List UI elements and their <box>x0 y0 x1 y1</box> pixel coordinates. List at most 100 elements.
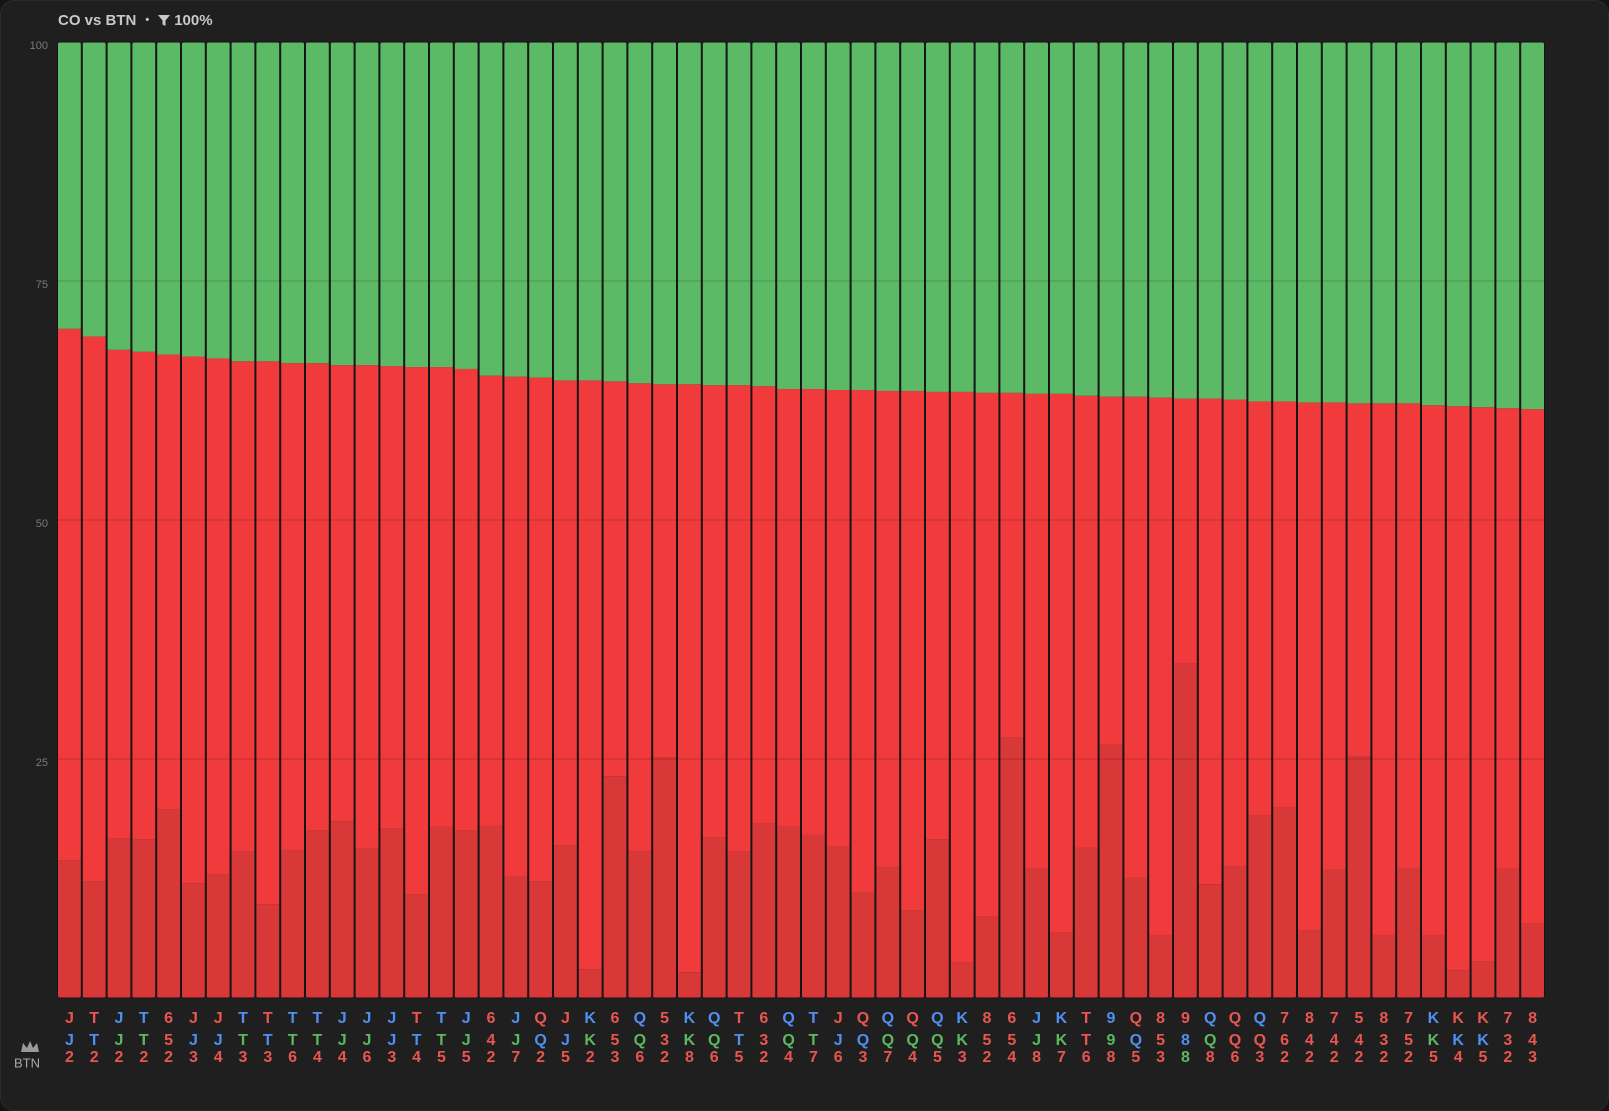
bar-segment <box>256 42 280 362</box>
bar-segment <box>603 381 627 777</box>
card-label: 9 <box>1107 1032 1116 1049</box>
bar-segment <box>181 883 206 998</box>
column-outline <box>230 41 256 999</box>
crown-icon <box>21 1041 39 1052</box>
bar-segment <box>454 830 478 998</box>
bar-segment <box>975 42 999 393</box>
bar-segment <box>925 839 950 998</box>
card-label: 6 <box>1280 1032 1289 1049</box>
card-label: K <box>684 1032 696 1049</box>
card-label: 3 <box>660 1032 669 1049</box>
bar-segment <box>876 867 900 998</box>
column-outline <box>453 41 479 999</box>
bar-segment <box>305 363 330 831</box>
card-label: 5 <box>1404 1032 1413 1049</box>
card-label: 2 <box>1503 1049 1512 1066</box>
title: CO vs BTN <box>58 11 137 29</box>
card-label: Q <box>931 1010 943 1027</box>
card-label: 5 <box>611 1032 620 1049</box>
column-outline <box>379 41 405 999</box>
bar-segment <box>851 42 875 390</box>
bar-segment <box>504 376 528 877</box>
card-label: 7 <box>1057 1049 1066 1066</box>
card-label: 2 <box>1379 1049 1388 1066</box>
card-label: Q <box>708 1032 720 1049</box>
bar-segment <box>1024 393 1049 868</box>
card-label: 7 <box>1280 1010 1289 1027</box>
bar-segment <box>975 392 999 917</box>
bar-segment <box>1124 877 1148 998</box>
card-label: J <box>511 1010 520 1027</box>
column-outline <box>553 41 578 999</box>
column-outline <box>1049 41 1074 999</box>
bar-segment <box>603 776 627 998</box>
bar-segment <box>1000 42 1024 393</box>
card-label: T <box>139 1032 149 1049</box>
card-label: T <box>1081 1010 1091 1027</box>
bar-segment <box>900 910 925 998</box>
bar-segment <box>380 42 404 367</box>
bar-segment <box>1223 42 1247 400</box>
card-label: 4 <box>1355 1032 1364 1049</box>
bar-segment <box>628 851 652 998</box>
card-label: 6 <box>363 1049 372 1066</box>
bar-segment <box>479 375 503 826</box>
bar-segment <box>1223 399 1247 867</box>
card-label: K <box>584 1010 596 1027</box>
bar-segment <box>1322 42 1346 403</box>
card-label: 8 <box>1528 1010 1537 1027</box>
card-label: 5 <box>1007 1032 1016 1049</box>
column-outline <box>280 41 306 999</box>
card-label: 2 <box>660 1049 669 1066</box>
column-outline <box>81 41 107 999</box>
card-label: 8 <box>983 1010 992 1027</box>
bar-segment <box>578 380 602 970</box>
bar-segment <box>1099 42 1123 397</box>
card-label: J <box>511 1032 520 1049</box>
column-outline <box>528 41 554 999</box>
card-label: T <box>412 1010 422 1027</box>
bar-segment <box>851 892 875 998</box>
card-label: Q <box>782 1032 794 1049</box>
column-outline <box>627 41 653 999</box>
card-label: Q <box>857 1032 869 1049</box>
bar-segment <box>1248 401 1272 816</box>
filter[interactable]: 100% <box>158 11 213 29</box>
card-label: 2 <box>115 1049 124 1066</box>
card-label: 2 <box>983 1049 992 1066</box>
bar-segment <box>1272 807 1297 998</box>
card-label: 2 <box>487 1049 496 1066</box>
card-label: 5 <box>437 1049 446 1066</box>
bar-segment <box>1446 970 1470 998</box>
card-label: T <box>89 1010 99 1027</box>
card-label: 4 <box>908 1049 917 1066</box>
card-label: J <box>65 1010 74 1027</box>
card-label: 4 <box>313 1049 322 1066</box>
bar-segment <box>1471 961 1495 998</box>
card-label: T <box>437 1010 447 1027</box>
card-label: 5 <box>164 1032 173 1049</box>
column-outline <box>1297 41 1322 999</box>
card-label: 6 <box>1007 1010 1016 1027</box>
bar-segment <box>82 881 106 998</box>
card-label: Q <box>906 1010 918 1027</box>
bar-segment <box>553 845 578 998</box>
bar-segment <box>454 42 478 369</box>
bar-segment <box>528 42 553 378</box>
card-label: 3 <box>759 1032 768 1049</box>
card-label: 4 <box>1007 1049 1016 1066</box>
card-label: 4 <box>214 1049 223 1066</box>
bar-segment <box>752 386 776 824</box>
bar-segment <box>256 361 280 905</box>
bar-segment <box>1173 42 1198 399</box>
bar-segment <box>603 42 627 382</box>
column-outline <box>776 41 802 999</box>
card-label: 2 <box>90 1049 99 1066</box>
filter-value: 100% <box>174 11 213 29</box>
column-outline <box>503 41 529 999</box>
bar-segment <box>1520 923 1545 998</box>
card-label: K <box>1056 1010 1068 1027</box>
bar-segment <box>1198 42 1222 399</box>
column-outline <box>751 41 777 999</box>
